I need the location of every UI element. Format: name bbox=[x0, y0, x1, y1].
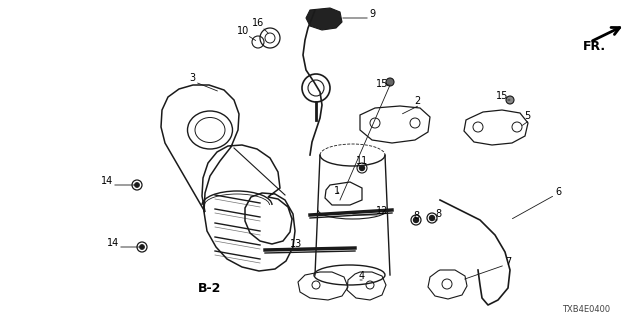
Text: 15: 15 bbox=[376, 79, 388, 89]
Text: 10: 10 bbox=[237, 26, 249, 36]
Polygon shape bbox=[306, 8, 342, 30]
Text: 15: 15 bbox=[496, 91, 508, 101]
Text: TXB4E0400: TXB4E0400 bbox=[562, 306, 610, 315]
Circle shape bbox=[134, 182, 140, 188]
Circle shape bbox=[140, 244, 145, 250]
Text: 7: 7 bbox=[505, 257, 511, 267]
Text: FR.: FR. bbox=[583, 41, 606, 53]
Text: 16: 16 bbox=[252, 18, 264, 28]
Text: 1: 1 bbox=[334, 186, 340, 196]
Text: 6: 6 bbox=[555, 187, 561, 197]
Text: 13: 13 bbox=[290, 239, 302, 249]
Text: 9: 9 bbox=[369, 9, 375, 19]
Circle shape bbox=[413, 218, 419, 222]
Text: B-2: B-2 bbox=[198, 282, 221, 294]
Circle shape bbox=[506, 96, 514, 104]
Text: 5: 5 bbox=[524, 111, 530, 121]
Text: 14: 14 bbox=[107, 238, 119, 248]
Circle shape bbox=[360, 165, 365, 171]
Text: 11: 11 bbox=[356, 156, 368, 166]
Text: 3: 3 bbox=[189, 73, 195, 83]
Circle shape bbox=[429, 215, 435, 220]
Text: 12: 12 bbox=[376, 206, 388, 216]
Text: 2: 2 bbox=[414, 96, 420, 106]
Text: 8: 8 bbox=[413, 211, 419, 221]
Text: 8: 8 bbox=[435, 209, 441, 219]
Text: 4: 4 bbox=[359, 271, 365, 281]
Circle shape bbox=[386, 78, 394, 86]
Text: 14: 14 bbox=[101, 176, 113, 186]
